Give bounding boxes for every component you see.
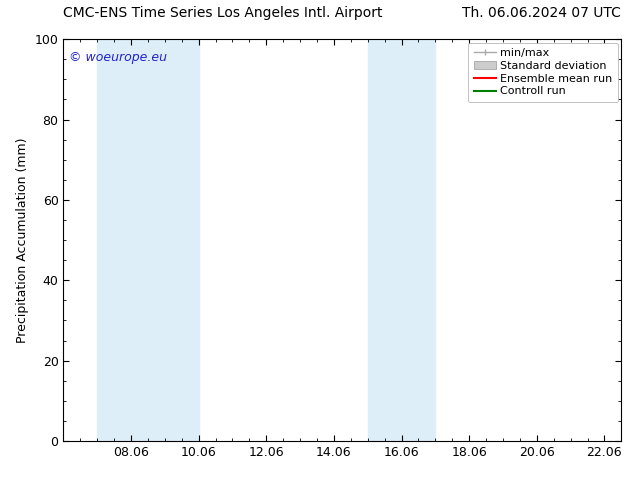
Text: CMC-ENS Time Series Los Angeles Intl. Airport: CMC-ENS Time Series Los Angeles Intl. Ai… — [63, 5, 383, 20]
Bar — [97, 39, 198, 441]
Y-axis label: Precipitation Accumulation (mm): Precipitation Accumulation (mm) — [16, 137, 29, 343]
Text: © woeurope.eu: © woeurope.eu — [69, 51, 167, 64]
Bar — [368, 39, 436, 441]
Text: Th. 06.06.2024 07 UTC: Th. 06.06.2024 07 UTC — [462, 5, 621, 20]
Legend: min/max, Standard deviation, Ensemble mean run, Controll run: min/max, Standard deviation, Ensemble me… — [468, 43, 618, 102]
